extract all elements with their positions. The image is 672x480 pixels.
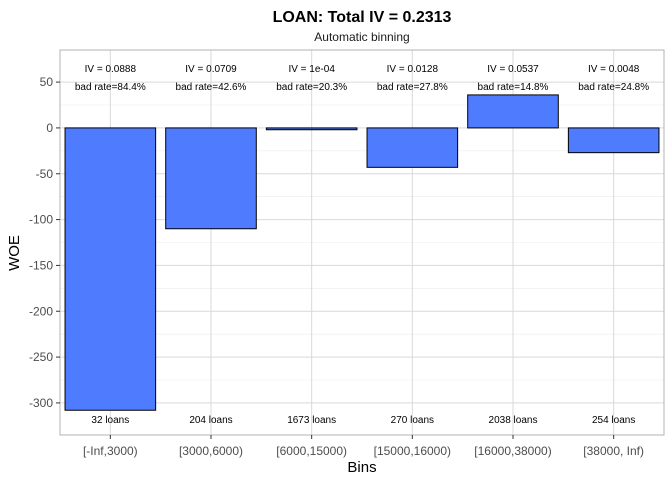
y-tick-label: 0 — [46, 121, 53, 135]
x-tick-label: [16000,38000) — [474, 444, 551, 458]
y-tick-label: -100 — [29, 213, 53, 227]
bar — [567, 127, 660, 154]
bars — [64, 94, 660, 411]
x-tick-label: [38000, Inf) — [583, 444, 644, 458]
iv-label: IV = 1e-04 — [288, 64, 335, 75]
chart-subtitle: Automatic binning — [314, 30, 409, 44]
x-tick-label: [15000,16000) — [374, 444, 451, 458]
y-tick-label: -300 — [29, 396, 53, 410]
x-tick-label: [3000,6000) — [179, 444, 243, 458]
y-tick-label: -150 — [29, 258, 53, 272]
y-tick-label: 50 — [40, 75, 54, 89]
y-tick-label: -200 — [29, 304, 53, 318]
iv-label: IV = 0.0128 — [387, 64, 439, 75]
chart-title: LOAN: Total IV = 0.2313 — [273, 9, 452, 26]
count-label: 270 loans — [391, 415, 434, 426]
bad-rate-label: bad rate=84.4% — [75, 82, 146, 93]
bad-rate-label: bad rate=42.6% — [176, 82, 247, 93]
bad-rate-label: bad rate=27.8% — [377, 82, 448, 93]
iv-label: IV = 0.0537 — [487, 64, 539, 75]
bad-rate-label: bad rate=24.8% — [578, 82, 649, 93]
bar-annotations: IV = 0.0888 IV = 0.0709 IV = 1e-04 IV = 0.0… — [75, 64, 649, 426]
x-axis-ticks: [-Inf,3000) [3000,6000) [6000,15000) [15000… — [83, 435, 644, 458]
bar — [165, 127, 257, 230]
iv-label: IV = 0.0048 — [588, 64, 640, 75]
count-label: 2038 loans — [489, 415, 538, 426]
y-axis-ticks: 50 0 -50 -100 -150 -200 -250 -300 — [29, 75, 60, 410]
bar — [265, 127, 358, 131]
y-tick-label: -250 — [29, 350, 53, 364]
count-label: 1673 loans — [287, 415, 336, 426]
count-label: 204 loans — [189, 415, 232, 426]
iv-label: IV = 0.0888 — [85, 64, 137, 75]
x-tick-label: [6000,15000) — [276, 444, 347, 458]
bar — [64, 127, 157, 411]
y-axis-title: WOE — [6, 235, 23, 271]
bad-rate-label: bad rate=14.8% — [478, 82, 549, 93]
count-label: 254 loans — [592, 415, 635, 426]
x-tick-label: [-Inf,3000) — [83, 444, 138, 458]
grid-lines — [60, 50, 664, 435]
x-axis-title: Bins — [347, 459, 376, 476]
y-tick-label: -50 — [36, 167, 54, 181]
iv-label: IV = 0.0709 — [185, 64, 237, 75]
panel-border — [59, 49, 665, 436]
bar — [467, 94, 559, 129]
bar — [366, 127, 459, 168]
count-label: 32 loans — [91, 415, 129, 426]
bad-rate-label: bad rate=20.3% — [276, 82, 347, 93]
